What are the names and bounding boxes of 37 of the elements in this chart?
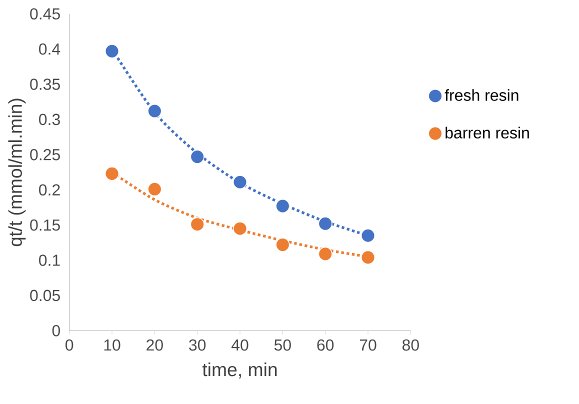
y-tick-label: 0.35 <box>30 78 60 90</box>
point <box>360 228 376 243</box>
point <box>232 175 248 190</box>
x-tick-label: 20 <box>146 339 163 351</box>
point <box>276 238 290 252</box>
point <box>148 104 162 118</box>
y-tick-label: 0.15 <box>30 219 60 231</box>
y-tick-label: 0.1 <box>39 254 60 266</box>
point <box>232 222 248 236</box>
point <box>318 246 332 261</box>
x-tick-label: 60 <box>317 339 334 351</box>
x-tick-label: 80 <box>402 339 419 351</box>
x-tick-label: 0 <box>66 339 74 351</box>
y-tick-label: 0.45 <box>30 8 60 20</box>
point <box>104 44 120 58</box>
point <box>190 217 204 232</box>
legend-label: barren resin <box>446 126 529 138</box>
point <box>190 150 204 164</box>
legend-label: fresh resin <box>444 89 518 101</box>
y-tick-label: 0.3 <box>39 114 60 126</box>
y-tick-label: 0.4 <box>39 43 60 55</box>
x-tick-label: 50 <box>274 339 291 351</box>
point <box>276 198 290 214</box>
y-axis-title: qt/t (mmol/ml.min) <box>8 98 26 246</box>
point <box>360 250 376 265</box>
point <box>318 216 332 231</box>
y-tick-label: 0 <box>52 325 60 336</box>
x-tick-label: 40 <box>231 339 248 351</box>
y-tick-label: 0.05 <box>30 290 60 302</box>
y-tick-label: 0.25 <box>30 149 60 160</box>
point <box>104 166 120 181</box>
point <box>148 182 162 196</box>
x-tick-label: 70 <box>360 339 376 351</box>
x-tick-label: 30 <box>189 339 206 351</box>
x-axis-title: time, min <box>202 362 277 378</box>
x-tick-label: 10 <box>104 339 120 351</box>
y-tick-label: 0.2 <box>39 184 60 196</box>
